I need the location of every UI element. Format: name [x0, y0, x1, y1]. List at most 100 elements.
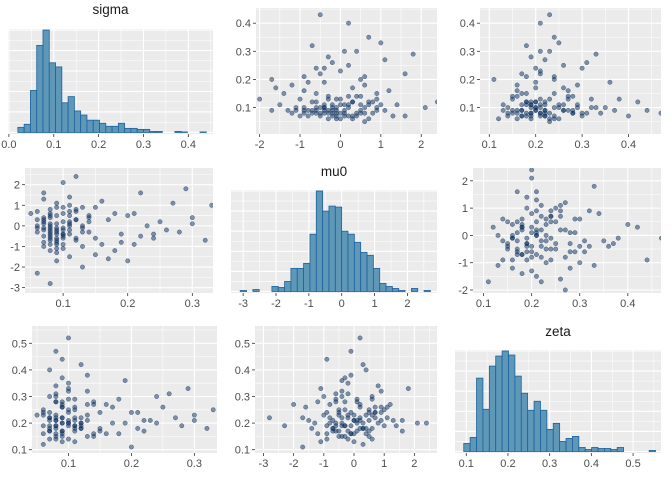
data-point: [360, 441, 366, 447]
histogram-bar: [284, 281, 292, 292]
data-point: [191, 412, 197, 418]
data-point: [277, 102, 283, 108]
data-point: [537, 110, 543, 116]
data-point: [202, 237, 208, 243]
histogram-bar: [277, 287, 285, 292]
data-point: [86, 229, 92, 235]
data-point: [59, 375, 65, 381]
data-point: [362, 119, 368, 125]
data-point: [301, 110, 307, 116]
data-point: [116, 431, 122, 437]
data-point: [562, 227, 568, 233]
panel-3-2: -3 -2 -1 0 1 2 0.1 0.2 0.3 0.4 0.5: [235, 326, 437, 470]
y-tick-label: 2: [14, 180, 20, 192]
data-point: [86, 219, 92, 225]
data-point: [567, 265, 573, 271]
data-point: [366, 34, 372, 40]
data-point: [289, 110, 295, 116]
data-point: [366, 433, 372, 439]
data-point: [357, 404, 363, 410]
data-point: [339, 433, 345, 439]
data-point: [529, 243, 535, 249]
data-point: [67, 213, 73, 219]
data-point: [562, 287, 568, 293]
data-point: [337, 68, 343, 74]
data-point: [369, 412, 375, 418]
data-point: [40, 407, 46, 413]
data-point: [324, 410, 330, 415]
data-point: [593, 105, 599, 111]
data-point: [318, 439, 324, 445]
x-tick-label: 1: [378, 139, 384, 151]
data-point: [309, 110, 315, 116]
data-point: [384, 415, 390, 421]
data-point: [78, 415, 84, 421]
data-point: [378, 404, 384, 410]
data-point: [138, 190, 144, 196]
data-point: [366, 102, 372, 108]
data-point: [547, 12, 553, 18]
data-point: [509, 257, 515, 263]
data-point: [324, 423, 330, 429]
y-tick-label: 0.1: [12, 445, 27, 457]
data-point: [138, 233, 144, 239]
data-point: [534, 197, 539, 203]
data-point: [366, 428, 372, 434]
data-point: [575, 82, 580, 88]
data-point: [602, 105, 608, 111]
y-tick-label: 0.1: [460, 103, 475, 115]
data-point: [565, 88, 571, 94]
histogram-bar: [130, 127, 138, 133]
data-point: [183, 186, 189, 192]
histogram-bar: [143, 128, 151, 133]
panel-2-2: -3 -2 -1 0 1 2: [231, 190, 437, 310]
data-point: [72, 425, 78, 431]
data-point: [528, 116, 534, 122]
data-point: [354, 93, 360, 99]
data-point: [59, 356, 65, 362]
data-point: [542, 99, 548, 105]
data-point: [41, 225, 47, 231]
data-point: [84, 433, 90, 439]
data-point: [80, 264, 85, 270]
data-point: [553, 241, 559, 247]
data-point: [538, 213, 544, 219]
x-tick-label: -3: [238, 298, 248, 310]
data-point: [514, 246, 520, 252]
data-point: [543, 260, 549, 266]
data-point: [47, 436, 53, 442]
data-point: [556, 116, 562, 122]
histogram-bar: [423, 290, 431, 292]
data-point: [72, 396, 78, 402]
data-point: [363, 412, 369, 418]
data-point: [297, 96, 303, 102]
data-point: [342, 48, 347, 54]
data-point: [505, 219, 511, 225]
data-point: [269, 107, 275, 113]
data-point: [537, 48, 543, 54]
data-point: [72, 439, 78, 445]
y-tick-label: 0.4: [12, 365, 27, 377]
histogram-bar: [48, 62, 56, 133]
data-point: [103, 402, 109, 407]
data-point: [584, 60, 590, 66]
data-point: [523, 113, 529, 119]
data-point: [99, 198, 105, 204]
data-point: [34, 412, 40, 418]
data-point: [222, 209, 226, 213]
x-tick-label: 0.2: [124, 458, 139, 470]
data-point: [131, 211, 137, 216]
data-point: [551, 105, 557, 111]
data-point: [321, 65, 327, 71]
data-point: [538, 243, 544, 249]
data-point: [329, 107, 335, 113]
panel-1-1: 0.0 0.1 0.2 0.3 0.4: [1, 29, 213, 151]
data-point: [47, 367, 53, 373]
data-point: [273, 85, 279, 91]
histogram-bar: [411, 288, 419, 292]
histogram-bar: [527, 409, 535, 452]
histogram-bar: [398, 290, 406, 292]
y-tick-label: -1: [458, 258, 468, 270]
y-tick-label: 0.5: [12, 338, 27, 350]
x-tick-label: 0: [351, 458, 357, 470]
